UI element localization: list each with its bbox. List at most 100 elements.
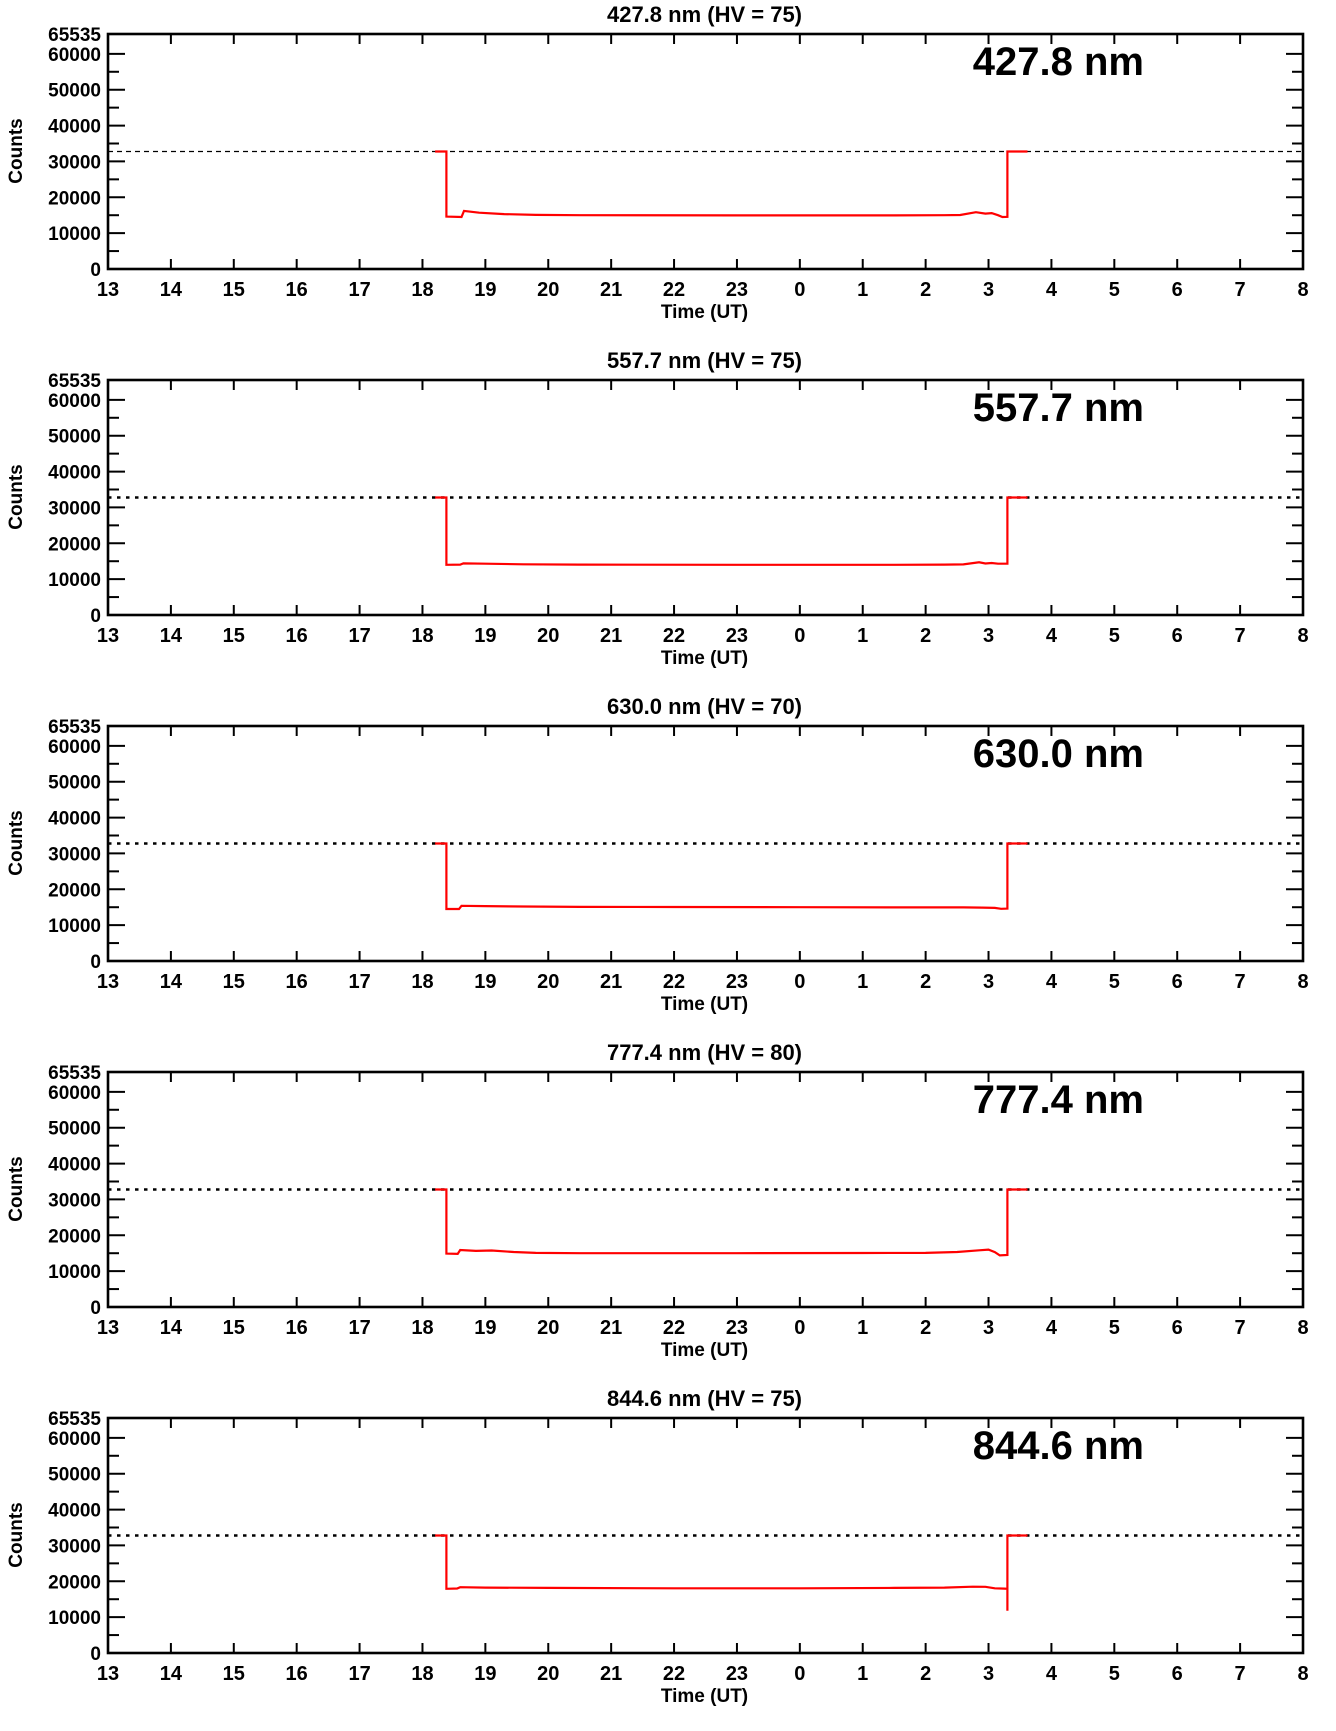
y-tick-label: 65535 bbox=[48, 371, 101, 392]
y-tick-label: 40000 bbox=[48, 117, 101, 138]
x-tick-label: 0 bbox=[794, 625, 805, 647]
y-axis-title: Counts bbox=[6, 118, 27, 184]
y-tick-label: 10000 bbox=[48, 1608, 101, 1629]
y-tick-label: 10000 bbox=[48, 224, 101, 245]
x-tick-label: 2 bbox=[920, 1663, 931, 1685]
x-tick-label: 4 bbox=[1046, 279, 1058, 301]
x-tick-label: 17 bbox=[348, 1317, 370, 1339]
x-tick-label: 5 bbox=[1109, 625, 1120, 647]
x-tick-label: 15 bbox=[223, 1663, 245, 1685]
photometer-panel-844-6nm: 844.6 nm (HV = 75) 13 14 15 16 17 18 19 20 21 22 2… bbox=[0, 1384, 1336, 1730]
y-tick-label: 40000 bbox=[48, 809, 101, 830]
x-tick-label: 17 bbox=[348, 971, 370, 993]
x-tick-label: 21 bbox=[600, 1663, 622, 1685]
x-tick-label: 8 bbox=[1297, 625, 1308, 647]
x-tick-label: 1 bbox=[857, 279, 868, 301]
y-tick-label: 0 bbox=[90, 1644, 101, 1665]
x-tick-label: 7 bbox=[1235, 1663, 1246, 1685]
x-axis-title: Time (UT) bbox=[660, 1340, 749, 1361]
axis-frame bbox=[106, 1416, 1305, 1655]
x-tick-label: 2 bbox=[920, 279, 931, 301]
y-tick-label: 20000 bbox=[48, 880, 101, 901]
photometer-panel-427-8nm: 427.8 nm (HV = 75) 13 14 15 16 17 18 19 20 21 22 2… bbox=[0, 0, 1336, 346]
y-tick-label: 10000 bbox=[48, 570, 101, 591]
y-tick-label: 65535 bbox=[48, 717, 101, 738]
x-tick-label: 23 bbox=[726, 279, 748, 301]
x-tick-label: 23 bbox=[726, 625, 748, 647]
x-tick-label: 3 bbox=[983, 1317, 994, 1339]
y-tick-label: 50000 bbox=[48, 427, 101, 448]
x-tick-label: 1 bbox=[857, 1317, 868, 1339]
x-tick-label: 7 bbox=[1235, 1317, 1246, 1339]
y-tick-label: 65535 bbox=[48, 25, 101, 46]
y-tick-label: 40000 bbox=[48, 1501, 101, 1522]
x-tick-label: 7 bbox=[1235, 279, 1246, 301]
x-tick-label: 13 bbox=[97, 1663, 119, 1685]
y-tick-label: 0 bbox=[90, 606, 101, 627]
y-tick-label: 60000 bbox=[48, 1083, 101, 1104]
x-tick-label: 13 bbox=[97, 1317, 119, 1339]
x-tick-label: 8 bbox=[1297, 279, 1308, 301]
x-axis-title: Time (UT) bbox=[660, 1686, 749, 1707]
x-tick-label: 0 bbox=[794, 279, 805, 301]
wavelength-label: 427.8 nm bbox=[972, 40, 1144, 84]
data-line bbox=[435, 496, 1028, 566]
x-tick-label: 5 bbox=[1109, 279, 1120, 301]
x-tick-label: 19 bbox=[474, 1663, 496, 1685]
x-tick-label: 22 bbox=[663, 1663, 685, 1685]
x-tick-label: 15 bbox=[223, 279, 245, 301]
y-tick-label: 10000 bbox=[48, 1262, 101, 1283]
x-tick-label: 2 bbox=[920, 971, 931, 993]
x-tick-label: 5 bbox=[1109, 971, 1120, 993]
chart-title: 427.8 nm (HV = 75) bbox=[606, 2, 803, 27]
y-tick-label: 20000 bbox=[48, 1226, 101, 1247]
wavelength-label: 844.6 nm bbox=[972, 1424, 1144, 1468]
axis-frame bbox=[106, 378, 1305, 617]
x-tick-label: 14 bbox=[160, 1317, 183, 1339]
x-tick-label: 4 bbox=[1046, 1317, 1058, 1339]
y-tick-label: 65535 bbox=[48, 1409, 101, 1430]
x-tick-label: 6 bbox=[1172, 971, 1183, 993]
y-axis-title: Counts bbox=[6, 810, 27, 876]
y-tick-label: 30000 bbox=[48, 844, 101, 865]
data-line bbox=[435, 150, 1028, 219]
y-tick-label: 30000 bbox=[48, 152, 101, 173]
x-tick-label: 8 bbox=[1297, 971, 1308, 993]
x-tick-label: 19 bbox=[474, 625, 496, 647]
x-tick-label: 18 bbox=[411, 1317, 433, 1339]
x-tick-label: 3 bbox=[983, 971, 994, 993]
x-tick-label: 21 bbox=[600, 279, 622, 301]
x-tick-label: 13 bbox=[97, 971, 119, 993]
data-line bbox=[435, 1188, 1028, 1257]
y-tick-label: 20000 bbox=[48, 534, 101, 555]
wavelength-label: 630.0 nm bbox=[972, 732, 1144, 776]
plot-canvas: 13 14 15 16 17 18 19 20 21 22 23 0 1 2 3 4 5 6 7 8010000200… bbox=[48, 371, 1308, 647]
y-tick-label: 20000 bbox=[48, 1572, 101, 1593]
x-tick-label: 6 bbox=[1172, 1663, 1183, 1685]
x-tick-label: 14 bbox=[160, 279, 183, 301]
x-tick-label: 4 bbox=[1046, 1663, 1058, 1685]
x-tick-label: 7 bbox=[1235, 625, 1246, 647]
x-tick-label: 23 bbox=[726, 971, 748, 993]
y-tick-label: 40000 bbox=[48, 463, 101, 484]
x-tick-label: 0 bbox=[794, 971, 805, 993]
x-tick-label: 14 bbox=[160, 971, 183, 993]
x-tick-label: 13 bbox=[97, 625, 119, 647]
x-tick-label: 15 bbox=[223, 971, 245, 993]
x-tick-label: 22 bbox=[663, 971, 685, 993]
x-tick-label: 2 bbox=[920, 1317, 931, 1339]
x-tick-label: 5 bbox=[1109, 1317, 1120, 1339]
x-tick-label: 6 bbox=[1172, 625, 1183, 647]
x-tick-label: 21 bbox=[600, 625, 622, 647]
x-tick-label: 15 bbox=[223, 1317, 245, 1339]
x-tick-label: 20 bbox=[537, 279, 559, 301]
y-tick-label: 60000 bbox=[48, 391, 101, 412]
x-tick-label: 18 bbox=[411, 1663, 433, 1685]
plot-canvas: 13 14 15 16 17 18 19 20 21 22 23 0 1 2 3 4 5 6 7 8010000200… bbox=[48, 717, 1308, 993]
photometer-panel-777-4nm: 777.4 nm (HV = 80) 13 14 15 16 17 18 19 20 21 22 2… bbox=[0, 1038, 1336, 1384]
x-tick-label: 5 bbox=[1109, 1663, 1120, 1685]
y-tick-label: 0 bbox=[90, 260, 101, 281]
photometer-panel-557-7nm: 557.7 nm (HV = 75) 13 14 15 16 17 18 19 20 21 22 2… bbox=[0, 346, 1336, 692]
x-tick-label: 17 bbox=[348, 279, 370, 301]
y-tick-label: 40000 bbox=[48, 1155, 101, 1176]
